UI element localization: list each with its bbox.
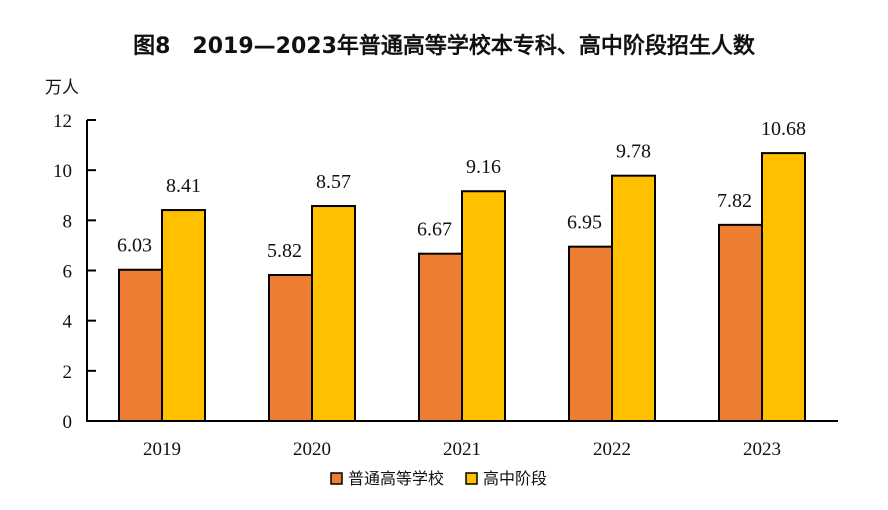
data-label: 6.95 <box>567 212 602 234</box>
bar-high-school-2019 <box>161 209 206 422</box>
bar-higher-education-2021 <box>418 252 463 422</box>
data-label: 7.82 <box>717 190 752 212</box>
axes: 0 2 4 6 8 10 12 2019 2020 2021 2022 2023 <box>53 111 838 460</box>
y-tick-label: 4 <box>63 312 73 333</box>
data-label: 8.57 <box>316 171 351 193</box>
data-label: 9.16 <box>466 156 501 178</box>
chart-title: 图8 2019—2023年普通高等学校本专科、高中阶段招生人数 <box>133 33 756 59</box>
bar-higher-education-2020 <box>268 274 313 423</box>
x-tick-label: 2019 <box>143 439 181 460</box>
y-tick-label: 6 <box>63 262 73 283</box>
data-label: 9.78 <box>616 141 651 163</box>
legend-swatch <box>465 472 478 485</box>
x-tick-label: 2020 <box>293 439 331 460</box>
y-tick-label: 2 <box>63 362 73 383</box>
bar-higher-education-2019 <box>118 268 163 422</box>
data-label: 10.68 <box>761 118 806 140</box>
bar-high-school-2021 <box>461 190 506 422</box>
legend-label: 普通高等学校 <box>348 469 444 488</box>
x-tick-label: 2022 <box>593 439 631 460</box>
bars <box>118 152 806 423</box>
legend-swatch <box>330 472 343 485</box>
y-tick-label: 0 <box>63 412 73 433</box>
data-label: 5.82 <box>267 240 302 262</box>
data-label: 6.03 <box>117 235 152 257</box>
bar-higher-education-2023 <box>718 223 763 422</box>
data-label: 6.67 <box>417 219 452 241</box>
y-axis-unit-label: 万人 <box>45 78 79 98</box>
data-label: 8.41 <box>166 175 201 197</box>
legend: 普通高等学校 高中阶段 <box>330 469 547 488</box>
legend-label: 高中阶段 <box>483 469 547 488</box>
bar-high-school-2022 <box>611 174 656 422</box>
bar-high-school-2020 <box>311 205 356 422</box>
x-tick-label: 2023 <box>743 439 781 460</box>
data-labels: 6.03 8.41 5.82 8.57 6.67 9.16 6.95 9.78 7.82 10.6… <box>117 118 806 262</box>
bar-higher-education-2022 <box>568 245 613 422</box>
y-tick-label: 12 <box>53 111 72 132</box>
y-tick-label: 10 <box>53 161 72 182</box>
bar-high-school-2023 <box>761 152 806 423</box>
y-tick-label: 8 <box>63 211 73 232</box>
x-tick-label: 2021 <box>443 439 481 460</box>
